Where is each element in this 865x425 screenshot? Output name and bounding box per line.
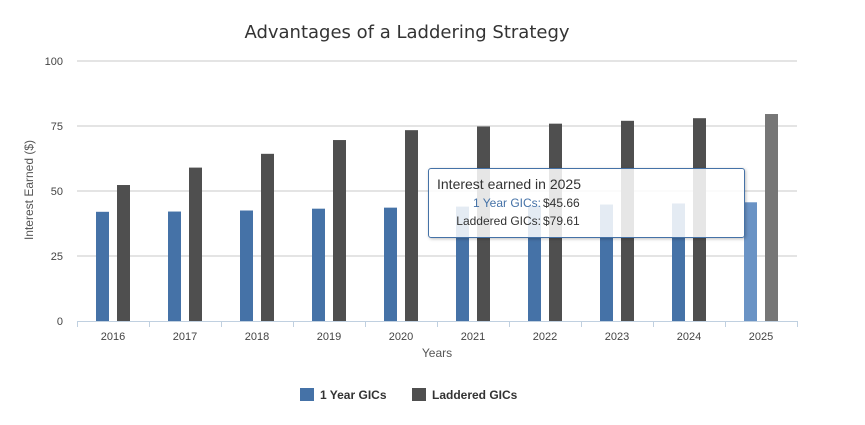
x-tick-label: 2020 — [389, 331, 413, 343]
bar-laddered-gics-2016[interactable] — [117, 185, 130, 321]
x-axis: 2016 2017 2018 2019 2020 2021 2022 2023 2024 2025 — [77, 321, 798, 343]
y-axis-ticks: 0 25 50 75 100 — [45, 56, 63, 328]
bar-1-year-gics-2017[interactable] — [168, 211, 181, 321]
bar-1-year-gics-2025[interactable] — [744, 202, 757, 321]
legend-label-1-year-gics[interactable]: 1 Year GICs — [320, 388, 387, 402]
bar-laddered-gics-2020[interactable] — [405, 130, 418, 321]
y-tick-label: 50 — [51, 186, 63, 198]
x-tick-label: 2016 — [101, 331, 125, 343]
y-tick-label: 100 — [45, 56, 63, 68]
y-tick-label: 75 — [51, 121, 63, 133]
bar-1-year-gics-2016[interactable] — [96, 211, 109, 321]
bar-laddered-gics-2017[interactable] — [189, 167, 202, 321]
tooltip-series-value: $45.66 — [543, 196, 580, 210]
x-tick-label: 2021 — [461, 331, 485, 343]
bar-1-year-gics-2019[interactable] — [312, 208, 325, 321]
x-tick-label: 2022 — [533, 331, 557, 343]
x-tick-label: 2018 — [245, 331, 269, 343]
tooltip-series-name: 1 Year GICs: — [472, 196, 541, 210]
chart-title: Advantages of a Laddering Strategy — [244, 22, 569, 43]
bar-laddered-gics-2025[interactable] — [765, 114, 778, 321]
legend-swatch-laddered-gics[interactable] — [412, 388, 426, 401]
x-axis-title: Years — [422, 346, 452, 360]
bar-1-year-gics-2020[interactable] — [384, 207, 397, 321]
x-tick-label: 2025 — [749, 331, 773, 343]
y-axis-title: Interest Earned ($) — [22, 140, 36, 240]
y-tick-label: 25 — [51, 251, 63, 263]
legend: 1 Year GICs Laddered GICs — [300, 388, 518, 402]
bar-laddered-gics-2019[interactable] — [333, 140, 346, 321]
x-tick-label: 2023 — [605, 331, 629, 343]
x-tick-label: 2019 — [317, 331, 341, 343]
tooltip-title: Interest earned in 2025 — [437, 176, 581, 192]
bar-laddered-gics-2018[interactable] — [261, 153, 274, 321]
tooltip-series-name: Laddered GICs: — [456, 214, 541, 228]
y-tick-label: 0 — [57, 316, 63, 328]
legend-label-laddered-gics[interactable]: Laddered GICs — [432, 388, 518, 402]
x-tick-label: 2024 — [677, 331, 701, 343]
x-tick-label: 2017 — [173, 331, 197, 343]
tooltip-series-value: $79.61 — [543, 214, 580, 228]
bar-1-year-gics-2018[interactable] — [240, 210, 253, 322]
tooltip: Interest earned in 2025 1 Year GICs: $45… — [428, 168, 745, 238]
legend-swatch-1-year-gics[interactable] — [300, 388, 314, 401]
